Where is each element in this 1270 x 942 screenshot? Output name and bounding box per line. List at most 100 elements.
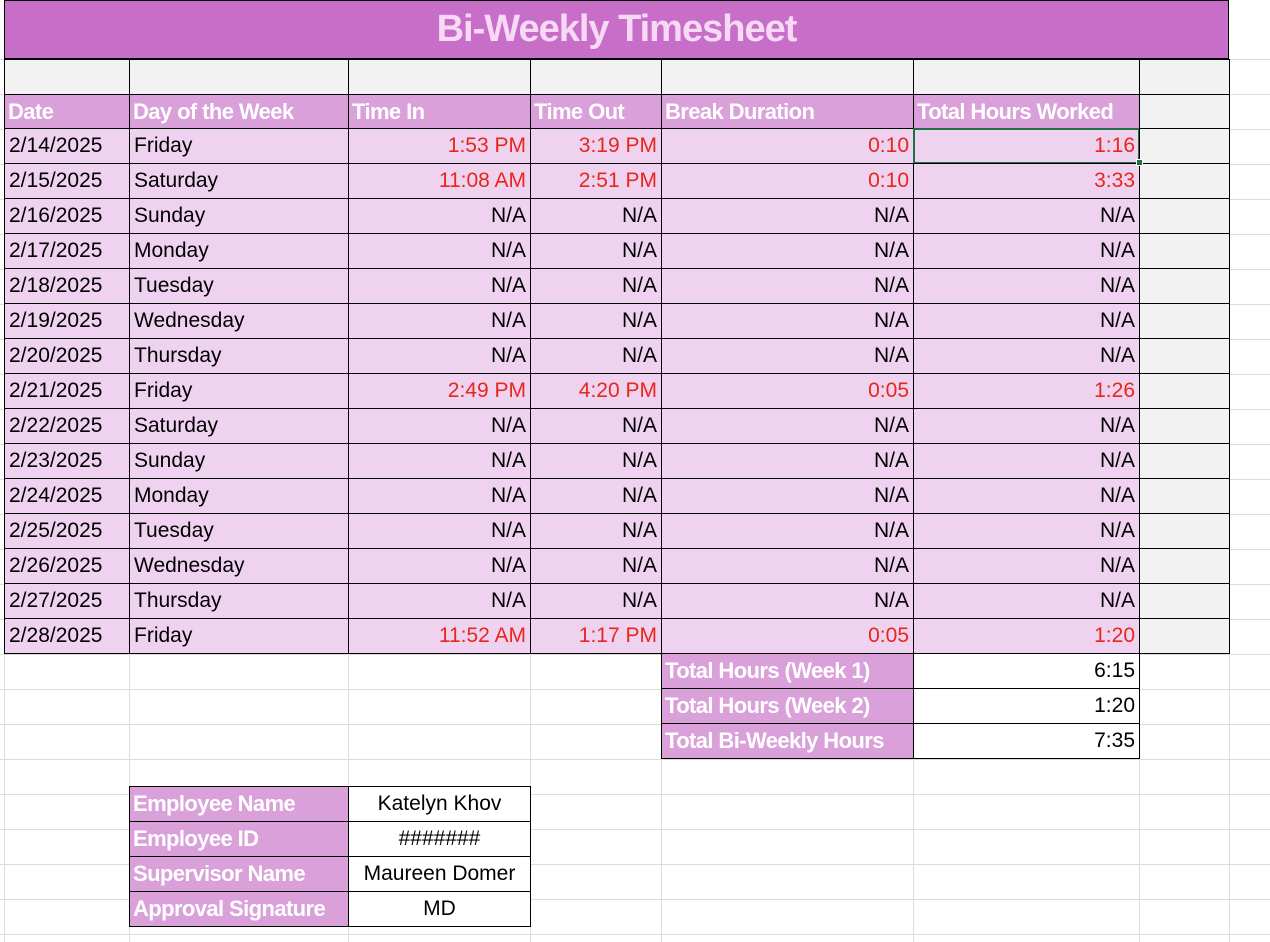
- cell-total-hours[interactable]: N/A: [913, 583, 1140, 619]
- cell-time-out[interactable]: 1:17 PM: [530, 618, 662, 654]
- cell-date[interactable]: 2/25/2025: [4, 513, 130, 549]
- header-time-in[interactable]: Time In: [348, 94, 531, 130]
- cell-day[interactable]: Thursday: [129, 338, 349, 374]
- cell-time-in[interactable]: N/A: [348, 548, 531, 584]
- cell-date[interactable]: 2/16/2025: [4, 198, 130, 234]
- blank-cell[interactable]: [348, 59, 531, 95]
- cell-time-in[interactable]: N/A: [348, 233, 531, 269]
- cell-day[interactable]: Monday: [129, 233, 349, 269]
- cell-break[interactable]: N/A: [661, 583, 914, 619]
- cell-date[interactable]: 2/21/2025: [4, 373, 130, 409]
- cell-day[interactable]: Tuesday: [129, 268, 349, 304]
- blank-cell[interactable]: [1139, 408, 1230, 444]
- cell-time-in[interactable]: N/A: [348, 303, 531, 339]
- header-time-out[interactable]: Time Out: [530, 94, 662, 130]
- cell-break[interactable]: N/A: [661, 548, 914, 584]
- blank-cell[interactable]: [1139, 373, 1230, 409]
- cell-time-in[interactable]: N/A: [348, 338, 531, 374]
- cell-total-hours[interactable]: N/A: [913, 268, 1140, 304]
- cell-total-hours[interactable]: N/A: [913, 478, 1140, 514]
- cell-date[interactable]: 2/24/2025: [4, 478, 130, 514]
- cell-day[interactable]: Friday: [129, 128, 349, 164]
- totals-value[interactable]: 6:15: [913, 653, 1140, 689]
- cell-total-hours[interactable]: 1:20: [913, 618, 1140, 654]
- cell-time-out[interactable]: N/A: [530, 478, 662, 514]
- blank-cell[interactable]: [1139, 338, 1230, 374]
- cell-break[interactable]: N/A: [661, 338, 914, 374]
- cell-time-out[interactable]: N/A: [530, 443, 662, 479]
- cell-time-in[interactable]: N/A: [348, 478, 531, 514]
- cell-break[interactable]: 0:05: [661, 373, 914, 409]
- cell-day[interactable]: Wednesday: [129, 548, 349, 584]
- cell-time-in[interactable]: N/A: [348, 443, 531, 479]
- cell-break[interactable]: 0:10: [661, 128, 914, 164]
- cell-time-out[interactable]: 2:51 PM: [530, 163, 662, 199]
- blank-cell[interactable]: [1139, 128, 1230, 164]
- blank-cell[interactable]: [1139, 513, 1230, 549]
- cell-time-in[interactable]: 11:08 AM: [348, 163, 531, 199]
- cell-day[interactable]: Thursday: [129, 583, 349, 619]
- cell-total-hours[interactable]: N/A: [913, 303, 1140, 339]
- blank-cell[interactable]: [1139, 59, 1230, 95]
- cell-date[interactable]: 2/22/2025: [4, 408, 130, 444]
- cell-break[interactable]: N/A: [661, 513, 914, 549]
- header-date[interactable]: Date: [4, 94, 130, 130]
- info-value[interactable]: Katelyn Khov: [348, 786, 531, 822]
- cell-total-hours[interactable]: N/A: [913, 513, 1140, 549]
- cell-total-hours[interactable]: N/A: [913, 408, 1140, 444]
- blank-cell[interactable]: [530, 59, 662, 95]
- cell-time-in[interactable]: N/A: [348, 198, 531, 234]
- cell-time-out[interactable]: N/A: [530, 408, 662, 444]
- cell-date[interactable]: 2/23/2025: [4, 443, 130, 479]
- cell-time-out[interactable]: N/A: [530, 198, 662, 234]
- cell-time-out[interactable]: N/A: [530, 513, 662, 549]
- blank-cell[interactable]: [1139, 443, 1230, 479]
- cell-total-hours[interactable]: N/A: [913, 198, 1140, 234]
- blank-cell[interactable]: [1139, 478, 1230, 514]
- totals-value[interactable]: 1:20: [913, 688, 1140, 724]
- cell-total-hours[interactable]: N/A: [913, 338, 1140, 374]
- cell-day[interactable]: Friday: [129, 618, 349, 654]
- cell-date[interactable]: 2/17/2025: [4, 233, 130, 269]
- cell-time-out[interactable]: N/A: [530, 303, 662, 339]
- cell-time-out[interactable]: 4:20 PM: [530, 373, 662, 409]
- cell-break[interactable]: N/A: [661, 443, 914, 479]
- cell-time-out[interactable]: N/A: [530, 583, 662, 619]
- cell-break[interactable]: N/A: [661, 408, 914, 444]
- blank-cell[interactable]: [1139, 303, 1230, 339]
- cell-total-hours[interactable]: N/A: [913, 233, 1140, 269]
- blank-cell[interactable]: [1139, 268, 1230, 304]
- blank-cell[interactable]: [129, 59, 349, 95]
- cell-date[interactable]: 2/18/2025: [4, 268, 130, 304]
- header-total-hours[interactable]: Total Hours Worked: [913, 94, 1140, 130]
- cell-break[interactable]: N/A: [661, 478, 914, 514]
- cell-date[interactable]: 2/19/2025: [4, 303, 130, 339]
- cell-date[interactable]: 2/27/2025: [4, 583, 130, 619]
- cell-time-out[interactable]: 3:19 PM: [530, 128, 662, 164]
- cell-total-hours[interactable]: N/A: [913, 548, 1140, 584]
- cell-day[interactable]: Saturday: [129, 408, 349, 444]
- cell-break[interactable]: N/A: [661, 198, 914, 234]
- cell-break[interactable]: N/A: [661, 303, 914, 339]
- fill-handle[interactable]: [1136, 159, 1143, 166]
- cell-date[interactable]: 2/14/2025: [4, 128, 130, 164]
- cell-day[interactable]: Monday: [129, 478, 349, 514]
- cell-date[interactable]: 2/26/2025: [4, 548, 130, 584]
- cell-time-out[interactable]: N/A: [530, 548, 662, 584]
- blank-cell[interactable]: [1139, 163, 1230, 199]
- cell-date[interactable]: 2/20/2025: [4, 338, 130, 374]
- cell-time-in[interactable]: N/A: [348, 268, 531, 304]
- cell-break[interactable]: N/A: [661, 233, 914, 269]
- cell-time-in[interactable]: N/A: [348, 408, 531, 444]
- cell-day[interactable]: Tuesday: [129, 513, 349, 549]
- cell-day[interactable]: Friday: [129, 373, 349, 409]
- cell-time-in[interactable]: N/A: [348, 513, 531, 549]
- cell-time-in[interactable]: 2:49 PM: [348, 373, 531, 409]
- cell-time-out[interactable]: N/A: [530, 268, 662, 304]
- cell-break[interactable]: 0:10: [661, 163, 914, 199]
- cell-day[interactable]: Sunday: [129, 198, 349, 234]
- blank-cell[interactable]: [1139, 548, 1230, 584]
- cell-date[interactable]: 2/15/2025: [4, 163, 130, 199]
- info-value[interactable]: #######: [348, 821, 531, 857]
- cell-time-in[interactable]: 1:53 PM: [348, 128, 531, 164]
